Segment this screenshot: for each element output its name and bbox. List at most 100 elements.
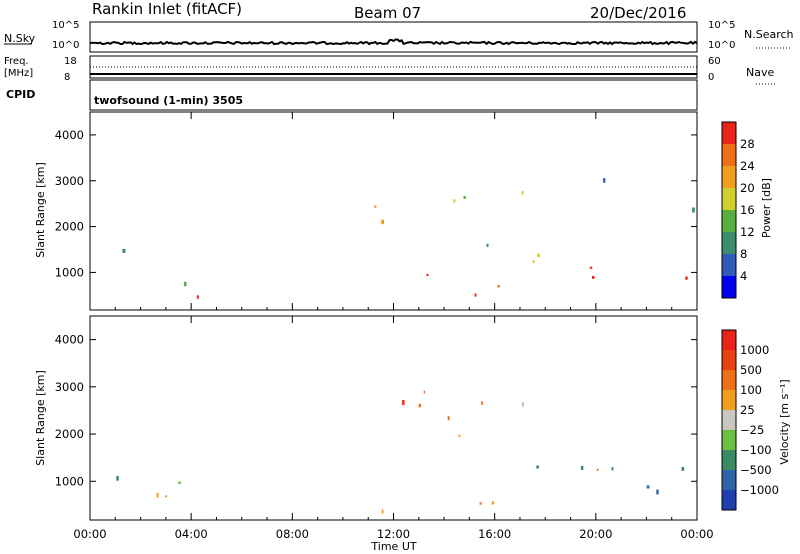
nsky-tick-high: 10^5 xyxy=(52,20,79,31)
colorbar-swatch xyxy=(722,370,736,391)
velocity-cell xyxy=(521,402,524,407)
power-cell xyxy=(521,191,524,195)
velocity-heatmap xyxy=(116,390,685,514)
freq-label: Freq. xyxy=(4,56,29,67)
cpid-mode-text: twofsound (1-min) 3505 xyxy=(94,94,243,107)
velocity-cell xyxy=(611,467,614,471)
power-cell xyxy=(426,273,429,276)
colorbar-swatch xyxy=(722,430,736,451)
cpid-panel-frame xyxy=(89,79,698,111)
colorbar-tick-label: 4 xyxy=(740,269,747,283)
nave-label: Nave xyxy=(746,66,774,79)
x-tick-label: 00:00 xyxy=(680,527,713,541)
velocity-cell xyxy=(418,403,422,408)
velocity-cell xyxy=(479,502,482,505)
nave-tick-low: 0 xyxy=(708,72,714,83)
date-label: 20/Dec/2016 xyxy=(590,4,686,22)
power-cell xyxy=(592,275,595,279)
colorbar-swatch xyxy=(722,210,736,233)
power-cell xyxy=(453,199,456,203)
power-cell xyxy=(486,243,489,247)
y-tick-label: 1000 xyxy=(55,474,84,488)
y-tick-label: 2000 xyxy=(55,220,84,234)
colorbar-swatch xyxy=(722,144,736,167)
cpid-label: CPID xyxy=(6,88,35,101)
x-tick-label: 00:00 xyxy=(73,527,106,541)
time-x-label: Time UT xyxy=(370,540,416,553)
velocity-cell xyxy=(165,495,168,498)
velocity-cell xyxy=(447,416,450,421)
beam-label: Beam 07 xyxy=(354,4,421,22)
power-cell xyxy=(183,281,187,287)
colorbar-tick-label: 25 xyxy=(740,403,755,417)
colorbar-swatch xyxy=(722,450,736,471)
colorbar-tick-label: 100 xyxy=(740,383,762,397)
nsky-tick-low: 10^0 xyxy=(52,40,79,51)
colorbar-swatch xyxy=(722,122,736,145)
velocity-cell xyxy=(681,467,685,471)
colorbar-swatch xyxy=(722,232,736,255)
nsearch-tick-high: 10^5 xyxy=(708,20,735,31)
velocity-cell xyxy=(381,509,384,514)
power-cell xyxy=(374,205,377,209)
velocity-cell xyxy=(423,390,426,394)
y-tick-label: 3000 xyxy=(55,174,84,188)
velocity-y-label: Slant Range [km] xyxy=(34,370,47,466)
velocity-cell xyxy=(656,489,659,495)
y-tick-label: 3000 xyxy=(55,380,84,394)
power-cell xyxy=(381,219,384,225)
colorbar-swatch xyxy=(722,330,736,351)
power-cell xyxy=(196,295,199,299)
colorbar-swatch xyxy=(722,410,736,431)
x-tick-label: 12:00 xyxy=(377,527,410,541)
colorbar-tick-label: 500 xyxy=(740,363,762,377)
x-tick-label: 04:00 xyxy=(175,527,208,541)
freq-unit-label: [MHz] xyxy=(4,68,33,79)
colorbar-swatch xyxy=(722,390,736,411)
power-y-axis: 1000 2000 3000 4000 xyxy=(55,128,697,279)
power-cell xyxy=(463,196,466,199)
power-colorbar-label: Power [dB] xyxy=(760,178,773,238)
station-title: Rankin Inlet (fitACF) xyxy=(92,0,242,18)
y-tick-label: 4000 xyxy=(55,333,84,347)
x-tick-label: 20:00 xyxy=(579,527,612,541)
power-cell xyxy=(532,260,535,264)
colorbar-swatch xyxy=(722,350,736,371)
velocity-colorbar: 1000 500 100 25 −25 −100 −500 −1000 xyxy=(721,329,779,511)
colorbar-tick-label: −25 xyxy=(740,423,764,437)
colorbar-tick-label: 20 xyxy=(740,181,755,195)
nsky-panel-frame xyxy=(89,21,698,53)
nave-tick-high: 60 xyxy=(708,56,721,67)
power-y-label: Slant Range [km] xyxy=(34,162,47,258)
power-cell xyxy=(685,276,688,280)
colorbar-swatch xyxy=(722,166,736,189)
colorbar-tick-label: −1000 xyxy=(740,483,779,497)
freq-tick-high: 18 xyxy=(64,56,77,67)
velocity-cell xyxy=(596,468,599,471)
y-tick-label: 2000 xyxy=(55,427,84,441)
power-cell xyxy=(537,253,540,258)
power-cell xyxy=(589,266,593,269)
colorbar-swatch xyxy=(722,470,736,491)
power-heatmap xyxy=(122,178,695,299)
power-cell xyxy=(122,248,126,253)
velocity-cell xyxy=(458,434,461,437)
nsearch-label: N.Search xyxy=(744,28,794,41)
velocity-colorbar-label: Velocity [m s⁻¹] xyxy=(778,379,791,464)
velocity-cell xyxy=(491,501,494,505)
colorbar-frame xyxy=(721,121,737,299)
nsky-label: N.Sky xyxy=(4,32,36,45)
velocity-cell xyxy=(116,476,119,481)
power-panel-frame xyxy=(89,111,698,311)
velocity-cell xyxy=(401,400,405,405)
x-tick-label: 08:00 xyxy=(276,527,309,541)
velocity-cell xyxy=(156,492,159,498)
velocity-cell xyxy=(178,481,182,484)
x-tick-label: 16:00 xyxy=(478,527,511,541)
colorbar-tick-label: 16 xyxy=(740,203,755,217)
colorbar-frame xyxy=(721,329,737,511)
velocity-panel-frame xyxy=(89,315,698,521)
colorbar-swatch xyxy=(722,490,736,511)
power-colorbar: 4 8 12 16 20 24 28 xyxy=(721,121,755,299)
nsearch-tick-low: 10^0 xyxy=(708,40,735,51)
